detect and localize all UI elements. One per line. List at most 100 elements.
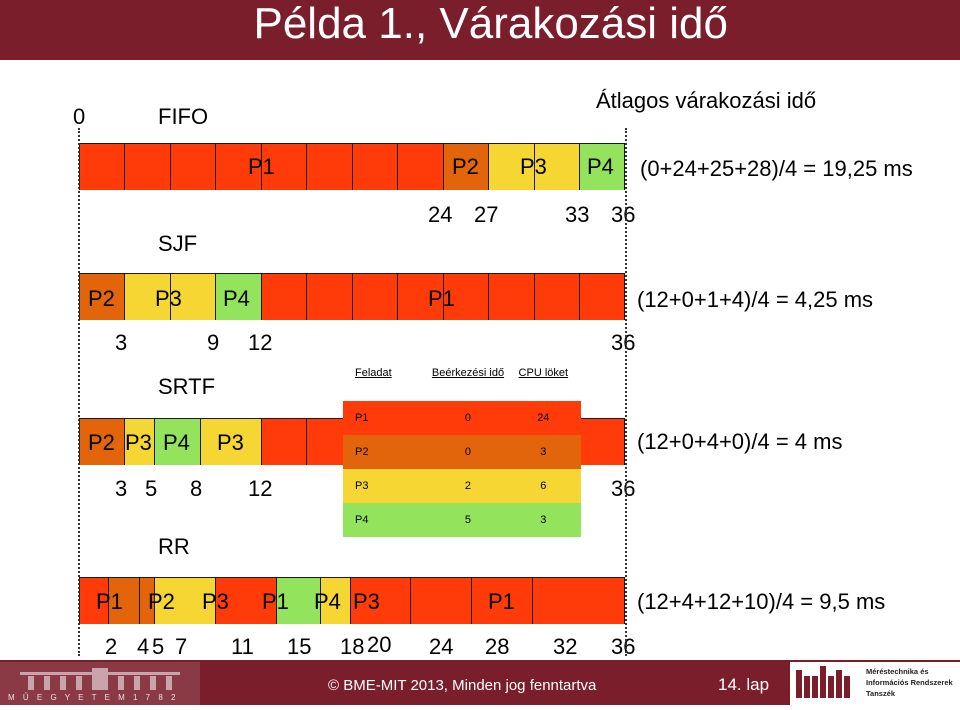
srtf-bar-label: P4	[163, 430, 190, 455]
table-header: Beérkezési idő	[431, 367, 505, 379]
table-cell: 5	[464, 514, 472, 526]
rr-tick: 18	[340, 634, 365, 659]
rr-tick: 24	[429, 634, 454, 659]
table-row: P2 0 3	[343, 435, 581, 469]
gantt-slot-p2	[140, 578, 155, 624]
rr-tick: 36	[611, 634, 636, 659]
university-logo: M Ű E G Y E T E M 1 7 8 2	[0, 662, 200, 705]
fifo-tick: 27	[474, 202, 499, 227]
sjf-tick: 3	[115, 330, 128, 355]
rr-tick: 28	[485, 634, 510, 659]
gantt-slot-p1	[398, 274, 444, 320]
gantt-slot-p1	[533, 578, 625, 624]
sjf-gantt-bar	[79, 273, 625, 320]
fifo-tick: 36	[611, 202, 636, 227]
gantt-slot-p4	[580, 144, 625, 190]
table-header: Feladat	[355, 367, 392, 379]
gantt-slot-p3	[489, 144, 535, 190]
logo-right-line: Méréstechnika és	[866, 667, 929, 676]
gantt-slot-p1	[262, 144, 307, 190]
fifo-tick: 33	[565, 202, 590, 227]
copyright: © BME-MIT 2013, Minden jog fenntartva	[328, 677, 597, 694]
fifo-bar-label: P3	[520, 154, 547, 179]
sjf-label: SJF	[158, 231, 198, 256]
gantt-slot-p1	[489, 274, 535, 320]
time-zero-line	[78, 128, 80, 656]
rr-bar-label: P3	[353, 589, 380, 614]
rr-tick: 7	[175, 634, 188, 659]
table-cell: P3	[355, 480, 369, 492]
fifo-tick: 24	[428, 202, 453, 227]
table-row: P4 5 3	[343, 503, 581, 537]
sjf-formula: (12+0+1+4)/4 = 4,25 ms	[637, 287, 874, 312]
gantt-slot-p3	[171, 274, 216, 320]
srtf-tick: 36	[611, 476, 636, 501]
gantt-slot-p1	[307, 274, 353, 320]
gantt-slot-p1	[353, 144, 398, 190]
gantt-slot-p4	[155, 419, 201, 465]
sjf-tick: 36	[611, 330, 636, 355]
sjf-tick: 12	[248, 330, 273, 355]
table-cell: 0	[464, 446, 472, 458]
gantt-slot-p3	[535, 144, 580, 190]
gantt-slot-p1	[79, 144, 125, 190]
zero-label: 0	[73, 104, 86, 129]
rr-tick: 15	[287, 634, 312, 659]
table-cell: P1	[355, 412, 369, 424]
gantt-slot-p1	[472, 578, 533, 624]
time-end-line	[625, 128, 627, 656]
fifo-formula: (0+24+25+28)/4 = 19,25 ms	[640, 156, 913, 181]
fifo-bar-label: P1	[248, 154, 275, 179]
gantt-slot-p3	[321, 578, 351, 624]
gantt-slot-p1	[216, 144, 262, 190]
rr-bar-label: P1	[488, 589, 515, 614]
gantt-slot-p1	[307, 144, 353, 190]
table-cell: 2	[464, 480, 472, 492]
rr-gantt-bar	[79, 577, 625, 624]
rr-bar-label: P1	[96, 589, 123, 614]
gantt-slot-p2	[109, 578, 140, 624]
rr-tick: 32	[553, 634, 578, 659]
table-cell: 3	[540, 514, 547, 526]
srtf-tick: 3	[115, 476, 128, 501]
srtf-tick: 12	[248, 476, 273, 501]
table-cell: 24	[537, 412, 550, 424]
rr-tick: 4	[137, 634, 150, 659]
page-number: 14. lap	[718, 675, 770, 694]
gantt-slot-p1	[411, 578, 472, 624]
sjf-bar-label: P4	[223, 286, 250, 311]
srtf-bar-label: P3	[217, 430, 244, 455]
logo-right-line: Információs Rendszerek	[866, 678, 953, 687]
srtf-label: SRTF	[158, 374, 216, 399]
gantt-slot-p3	[155, 578, 216, 624]
gantt-slot-p1	[262, 274, 307, 320]
srtf-tick: 5	[145, 476, 158, 501]
gantt-slot-p2	[79, 419, 125, 465]
gantt-slot-p3	[125, 419, 155, 465]
gantt-slot-p1	[262, 419, 307, 465]
gantt-slot-p1	[580, 274, 625, 320]
logo-right-line: Tanszék	[866, 689, 896, 698]
gantt-slot-p1	[171, 144, 216, 190]
logo-left-text: M Ű E G Y E T E M 1 7 8 2	[8, 693, 179, 702]
gantt-slot-p1	[444, 274, 489, 320]
fifo-label: FIFO	[158, 104, 209, 129]
gantt-slot-p3	[201, 419, 262, 465]
rr-label: RR	[158, 534, 190, 559]
slide-title: Példa 1., Várakozási idő	[253, 0, 728, 48]
srtf-bar-label: P2	[88, 430, 115, 455]
gantt-slot-p1	[79, 578, 109, 624]
gantt-slot-p1	[353, 274, 398, 320]
rr-tick: 11	[231, 634, 254, 659]
sjf-bar-label: P2	[88, 286, 115, 311]
rr-bar-label: P2	[148, 589, 175, 614]
sjf-bar-label: P1	[428, 286, 455, 311]
gantt-slot-p2	[79, 274, 125, 320]
rr-tick: 5	[152, 634, 165, 659]
fifo-bar-label: P2	[452, 154, 479, 179]
gantt-slot-p1	[351, 578, 411, 624]
srtf-tick: 8	[190, 476, 203, 501]
department-logo	[790, 662, 960, 705]
gantt-slot-p1	[216, 578, 277, 624]
avg-heading: Átlagos várakozási idő	[596, 88, 817, 113]
